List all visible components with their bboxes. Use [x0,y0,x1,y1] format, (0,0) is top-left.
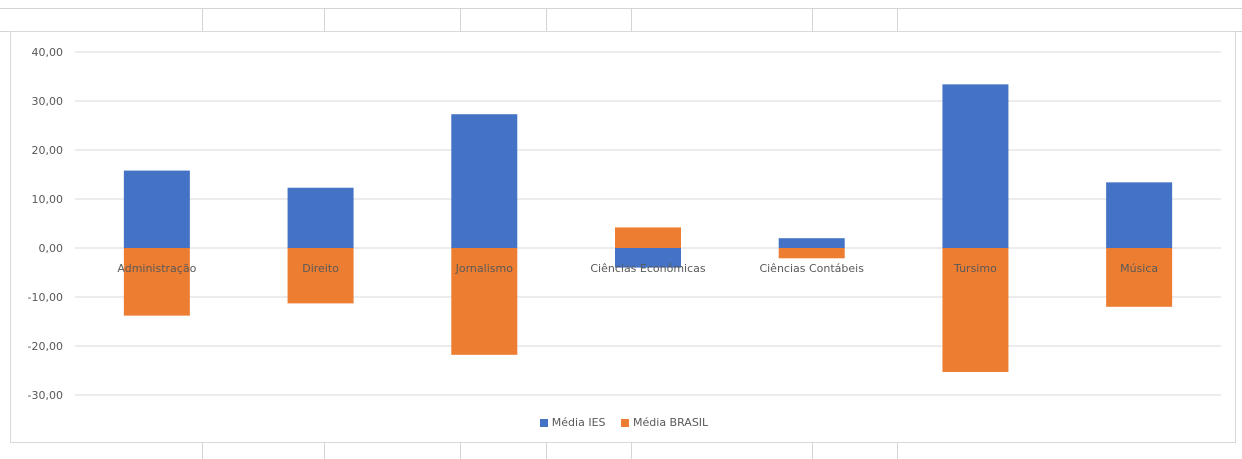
bar-ies [1106,182,1173,248]
bar-ies [123,170,190,248]
legend-swatch-brasil [621,419,630,427]
legend-item-ies: Média IES [539,416,606,429]
bar-brasil [778,248,845,259]
sheet-row-line [0,8,1242,9]
y-tick-label: -10,00 [28,291,63,304]
x-category-label: Ciências Contábeis [759,262,864,275]
bar-ies [615,248,681,268]
y-tick-label: -30,00 [28,389,63,402]
bar-brasil [451,248,518,355]
bar-ies [942,84,1009,248]
bar-brasil [123,248,190,316]
y-tick-label: 20,00 [32,144,64,157]
bar-brasil [287,248,354,304]
x-category-label: Música [1120,262,1158,275]
y-tick-label: 10,00 [32,193,64,206]
bar-ies [778,238,845,248]
legend-label-ies: Média IES [551,416,606,429]
chart-plot: 40,00 30,00 20,00 10,00 0,00 -10,00 -20,00 -30,… [28,46,1221,402]
y-tick-label: -20,00 [28,340,63,353]
bar-ies [451,114,518,248]
x-category-label: Administração [117,262,196,275]
x-category-label: Ciências Econômicas [590,262,706,275]
x-category-label: Jornalismo [455,262,514,275]
bar-brasil [1106,248,1173,307]
y-tick-label: 0,00 [39,242,64,255]
bar-brasil [615,227,681,248]
legend-label-brasil: Média BRASIL [633,416,709,429]
chart-area[interactable]: 40,00 30,00 20,00 10,00 0,00 -10,00 -20,00 -30,… [10,31,1236,443]
x-category-label: Tursimo [953,262,997,275]
legend-item-brasil: Média BRASIL [621,416,708,429]
legend-swatch-ies [539,419,548,427]
bar-brasil [942,248,1009,372]
x-category-label: Direito [302,262,339,275]
y-tick-label: 40,00 [32,46,64,59]
bar-ies [287,187,354,248]
legend: Média IES Média BRASIL [11,416,1237,429]
y-tick-label: 30,00 [32,95,64,108]
